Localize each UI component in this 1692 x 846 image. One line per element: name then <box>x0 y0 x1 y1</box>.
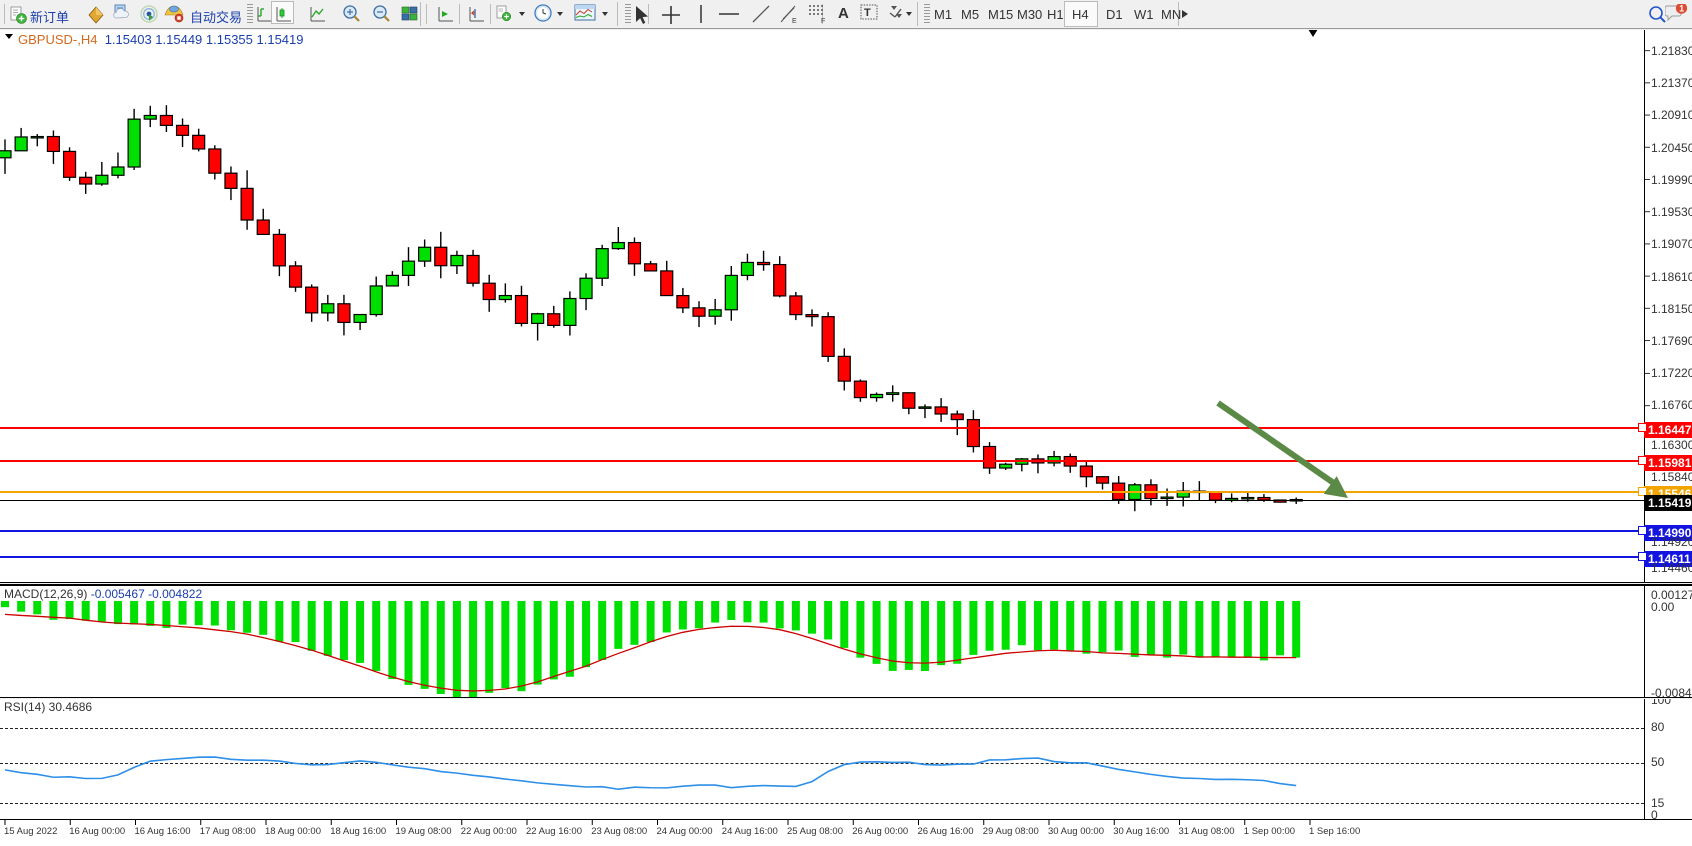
svg-text:E: E <box>792 18 797 25</box>
svg-text:T: T <box>864 7 871 19</box>
svg-text:1: 1 <box>1679 4 1684 13</box>
svg-text:F: F <box>821 18 825 24</box>
